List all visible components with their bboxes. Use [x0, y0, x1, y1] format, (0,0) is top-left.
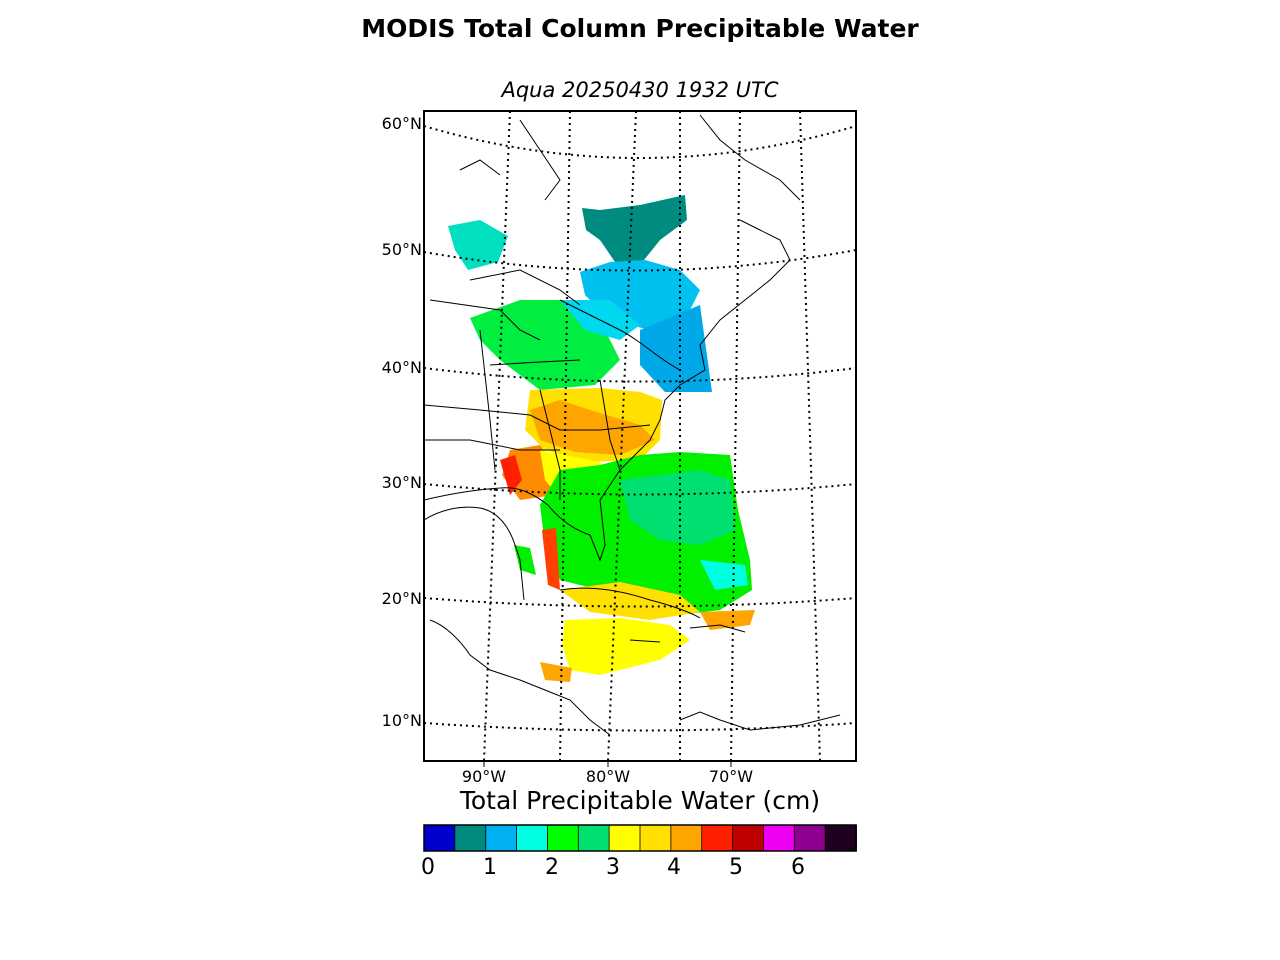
- colorbar-tick-5: 5: [729, 855, 743, 880]
- lon-label-80w: 80°W: [585, 767, 631, 786]
- colorbar-segment: [423, 824, 456, 852]
- tpw-region-northwest-patch: [448, 220, 508, 270]
- lon-label-90w: 90°W: [461, 767, 507, 786]
- tpw-region-atlantic-teal: [620, 470, 735, 545]
- chart-subtitle: Aqua 20250430 1932 UTC: [501, 78, 779, 102]
- lat-label-60: 60°N: [381, 114, 422, 133]
- tpw-region-gulf-small-red: [542, 528, 560, 590]
- tpw-region-north-teal: [582, 195, 687, 265]
- map-area: [424, 111, 856, 761]
- colorbar-segment: [670, 824, 703, 852]
- colorbar-segment: [485, 824, 518, 852]
- colorbar-segment: [577, 824, 611, 852]
- lat-label-20: 20°N: [381, 589, 422, 608]
- colorbar-tick-6: 6: [791, 855, 805, 880]
- colorbar-segment: [824, 824, 857, 852]
- lon-label-70w: 70°W: [708, 767, 754, 786]
- chart-title: MODIS Total Column Precipitable Water: [361, 14, 919, 43]
- lat-label-40: 40°N: [381, 358, 422, 377]
- colorbar-tick-0: 0: [421, 855, 435, 880]
- colorbar-segment: [793, 824, 827, 852]
- coastlines: [424, 114, 841, 736]
- colorbar-segment: [732, 824, 765, 852]
- lat-label-10: 10°N: [381, 711, 422, 730]
- colorbar-segment: [639, 824, 672, 852]
- graticule: [424, 111, 856, 761]
- lon-tick-marks: [483, 761, 732, 767]
- colorbar-tick-2: 2: [545, 855, 559, 880]
- map-frame: [423, 110, 857, 762]
- colorbar-tick-3: 3: [606, 855, 620, 880]
- tpw-region-gulf-red: [500, 455, 522, 495]
- colorbar-tick-4: 4: [667, 855, 681, 880]
- tpw-region-ohio-orange: [530, 400, 655, 455]
- colorbar-segment: [763, 824, 796, 852]
- tpw-region-bahamas-cyan: [700, 560, 748, 590]
- tpw-region-caribbean-yellow: [562, 618, 690, 675]
- colorbar-segment: [547, 824, 580, 852]
- colorbar-segment: [608, 824, 641, 852]
- lat-label-30: 30°N: [381, 473, 422, 492]
- tpw-region-gulf-small-green: [514, 545, 536, 575]
- lat-label-50: 50°N: [381, 240, 422, 259]
- tpw-region-newengland-blue: [640, 305, 712, 392]
- colorbar-frame: [423, 824, 857, 852]
- colorbar-segment: [454, 824, 487, 852]
- tpw-swath: [448, 195, 755, 682]
- colorbar-segment: [516, 824, 549, 852]
- colorbar-title: Total Precipitable Water (cm): [459, 786, 821, 815]
- colorbar-tick-1: 1: [483, 855, 497, 880]
- tpw-region-cuba-yellow: [560, 582, 700, 620]
- colorbar: [423, 824, 857, 852]
- tpw-region-hispaniola-orange: [700, 610, 755, 630]
- tpw-region-yucatan-orange: [540, 662, 572, 682]
- colorbar-segment: [701, 824, 734, 852]
